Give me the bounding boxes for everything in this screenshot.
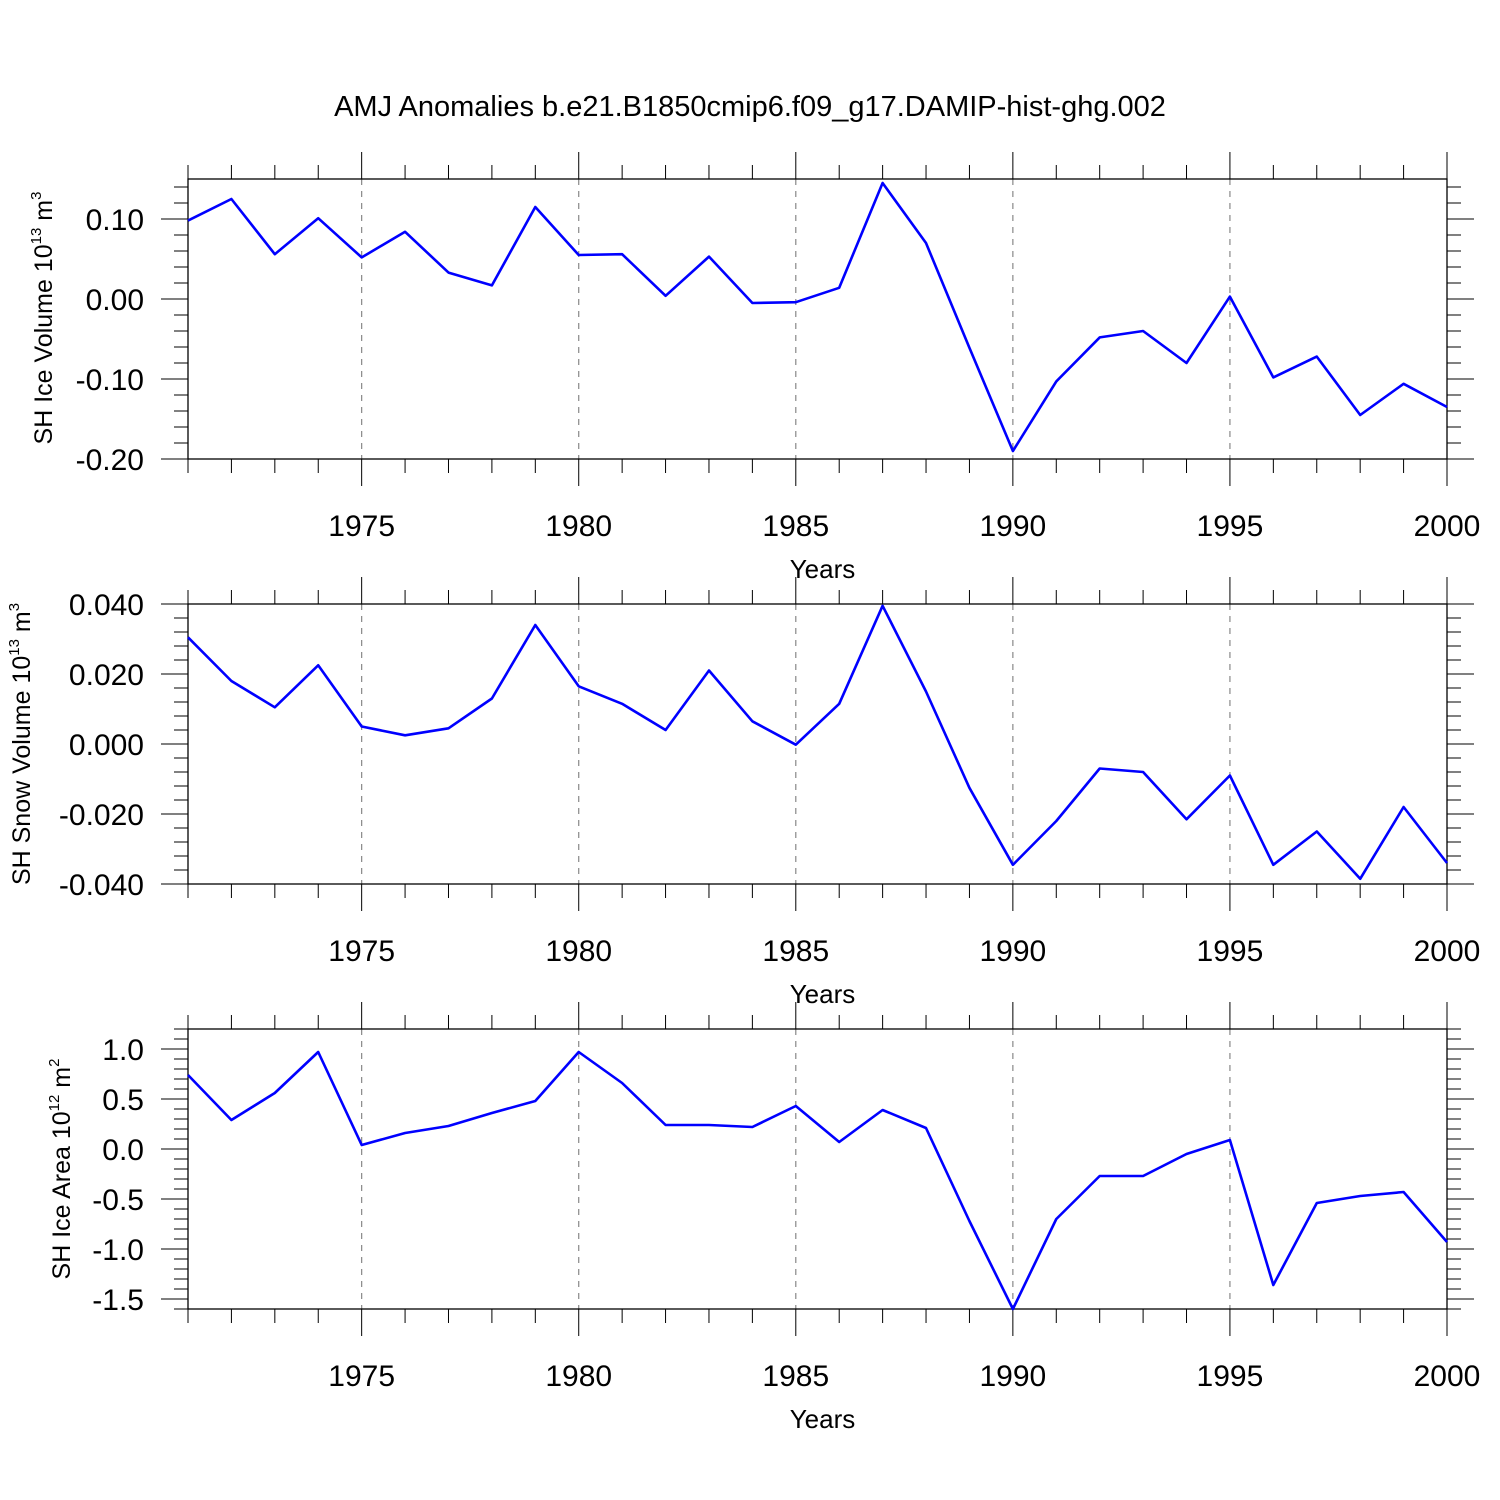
panel-sh-snow-volume: 1975 1980 1985 1990 1995 2000 0.040 0.020 0.000 -… (6, 577, 1480, 1009)
x-axis-label: Years (790, 1404, 856, 1434)
x-tick-label: 1985 (762, 1360, 829, 1393)
y-tick-label: -0.020 (59, 799, 144, 832)
plot-frame (187, 603, 1448, 885)
x-tick-label: 1980 (545, 510, 612, 543)
x-axis-label: Years (790, 979, 856, 1009)
series-line (187, 604, 1449, 881)
series-line (187, 181, 1448, 453)
y-tick-label: 0.5 (102, 1084, 144, 1117)
plot-frame (187, 1028, 1448, 1310)
x-axis-label: Years (790, 554, 856, 584)
x-tick-label: 1980 (545, 1360, 612, 1393)
y-tick-label: 0.00 (86, 284, 144, 317)
x-tick-label: 1980 (545, 935, 612, 968)
y-tick-label: -0.040 (59, 869, 144, 902)
x-tick-label: 1990 (979, 510, 1046, 543)
y-tick-label: 0.040 (69, 589, 144, 622)
x-tick-label: 2000 (1414, 1360, 1481, 1393)
y-tick-label: -0.10 (76, 364, 144, 397)
x-tick-label: 1995 (1197, 510, 1264, 543)
y-tick-label: 0.10 (86, 204, 144, 237)
x-tick-label: 1975 (328, 935, 395, 968)
x-tick-label: 2000 (1414, 510, 1481, 543)
x-tick-label: 1990 (979, 1360, 1046, 1393)
y-tick-label: -0.5 (92, 1184, 144, 1217)
y-tick-label: 0.000 (69, 729, 144, 762)
y-tick-label: -1.5 (92, 1284, 144, 1317)
y-axis-label: SH Ice Volume 1013 m3 (28, 192, 58, 445)
x-tick-label: 1995 (1197, 935, 1264, 968)
panel-sh-ice-area: 1975 1980 1985 1990 1995 2000 1.0 0.5 0.0 -0.5 -1.… (46, 1002, 1480, 1434)
x-tick-label: 1985 (762, 935, 829, 968)
plot-frame (187, 178, 1448, 460)
x-tick-label: 1975 (328, 510, 395, 543)
x-tick-label: 2000 (1414, 935, 1481, 968)
x-tick-label: 1995 (1197, 1360, 1264, 1393)
x-tick-label: 1990 (979, 935, 1046, 968)
panel-sh-ice-volume: 1975 1980 1985 1990 1995 2000 0.10 0.00 -0.10 -0.… (28, 152, 1480, 584)
y-axis-label: SH Snow Volume 1013 m3 (6, 603, 36, 885)
x-tick-label: 1975 (328, 1360, 395, 1393)
series-line (187, 1050, 1448, 1311)
x-tick-label: 1985 (762, 510, 829, 543)
y-tick-label: 0.020 (69, 659, 144, 692)
y-tick-label: -1.0 (92, 1234, 144, 1267)
y-axis-label: SH Ice Area 1012 m2 (46, 1059, 76, 1280)
y-tick-label: -0.20 (76, 444, 144, 477)
y-tick-label: 0.0 (102, 1134, 144, 1167)
figure-title: AMJ Anomalies b.e21.B1850cmip6.f09_g17.D… (334, 91, 1166, 123)
y-tick-label: 1.0 (102, 1034, 144, 1067)
